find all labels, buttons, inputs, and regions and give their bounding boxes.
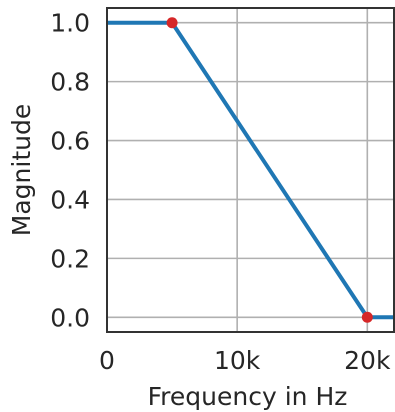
corner-marker-0 [166, 17, 178, 29]
y-tick-label-3: 0.6 [50, 127, 90, 156]
y-tick-labels: 0.0 0.2 0.4 0.6 0.8 1.0 [50, 9, 90, 333]
marker-layer [166, 17, 373, 323]
y-axis-label: Magnitude [7, 104, 36, 236]
grid-layer [106, 8, 394, 332]
y-tick-label-4: 0.8 [50, 68, 90, 97]
x-tick-label-0: 0 [99, 346, 115, 375]
y-tick-label-1: 0.2 [50, 244, 90, 273]
series-line-0 [107, 20, 394, 320]
y-tick-label-0: 0.0 [50, 303, 90, 332]
y-tick-label-2: 0.4 [50, 185, 90, 214]
x-tick-label-2: 20k [344, 346, 391, 375]
y-tick-label-5: 1.0 [50, 9, 90, 38]
corner-marker-1 [361, 311, 373, 323]
plot-frame [106, 7, 395, 333]
x-axis-label: Frequency in Hz [148, 382, 348, 411]
series-layer [107, 20, 394, 320]
x-tick-label-1: 10k [214, 346, 261, 375]
x-tick-labels: 0 10k 20k [99, 346, 391, 375]
